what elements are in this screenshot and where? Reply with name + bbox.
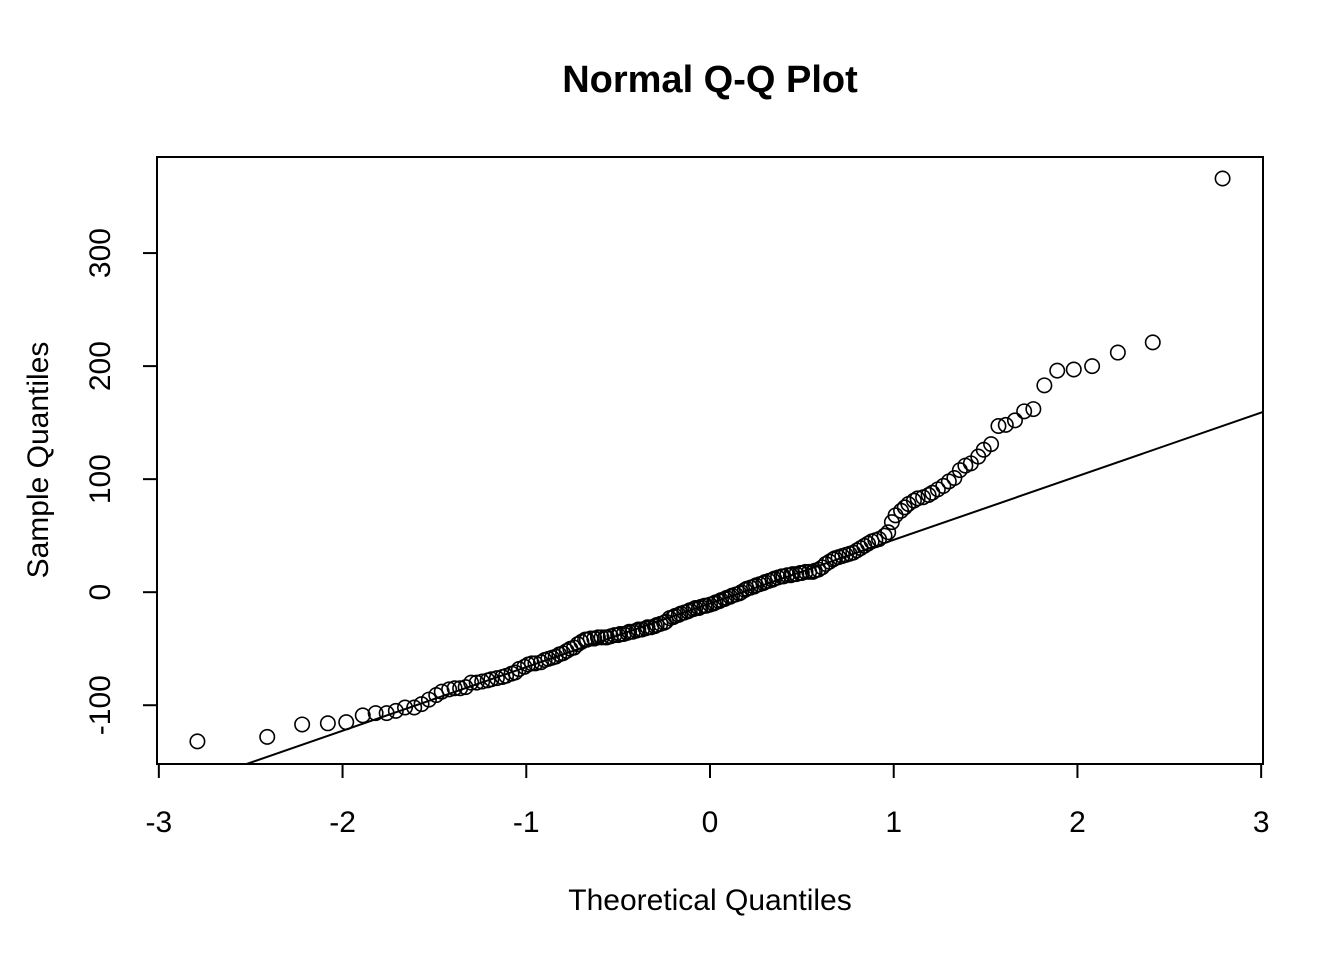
data-point bbox=[687, 600, 704, 617]
qq-reference-line bbox=[246, 410, 1264, 765]
data-point bbox=[1016, 403, 1033, 420]
data-point bbox=[637, 620, 654, 637]
data-point bbox=[946, 470, 963, 487]
data-point bbox=[259, 728, 276, 745]
data-point bbox=[463, 674, 480, 691]
data-point bbox=[997, 416, 1014, 433]
y-tick-label: 0 bbox=[84, 584, 117, 601]
data-point bbox=[905, 492, 922, 509]
data-point bbox=[483, 671, 500, 688]
data-point bbox=[876, 527, 893, 544]
x-axis: -3 -2 -1 0 1 2 3 bbox=[145, 763, 1270, 839]
y-axis: -100 0 100 200 300 bbox=[84, 228, 158, 735]
y-tick-label: 300 bbox=[84, 228, 117, 278]
data-point bbox=[532, 654, 549, 671]
data-point bbox=[319, 715, 336, 732]
data-point bbox=[338, 714, 355, 731]
data-point bbox=[397, 699, 414, 716]
data-point bbox=[630, 621, 647, 638]
reference-line-group bbox=[246, 410, 1264, 765]
data-point bbox=[367, 705, 384, 722]
data-point bbox=[1025, 401, 1042, 418]
data-point bbox=[920, 486, 937, 503]
x-tick-label: -2 bbox=[329, 806, 356, 839]
x-tick-label: -1 bbox=[513, 806, 540, 839]
y-tick-label: -100 bbox=[84, 675, 117, 735]
data-point bbox=[1214, 170, 1231, 187]
data-point bbox=[441, 681, 458, 698]
x-tick-label: -3 bbox=[145, 806, 172, 839]
x-tick-label: 0 bbox=[702, 806, 719, 839]
data-point bbox=[797, 563, 814, 580]
data-point bbox=[983, 436, 1000, 453]
data-point bbox=[887, 507, 904, 524]
data-point bbox=[294, 716, 311, 733]
chart-title: Normal Q-Q Plot bbox=[562, 59, 858, 101]
y-tick-label: 200 bbox=[84, 341, 117, 391]
data-point bbox=[782, 567, 799, 584]
data-point bbox=[859, 535, 876, 552]
data-point bbox=[474, 673, 491, 690]
points-group bbox=[189, 170, 1231, 750]
data-point bbox=[457, 679, 474, 696]
data-point bbox=[488, 670, 505, 687]
y-axis-label: Sample Quantiles bbox=[22, 342, 55, 579]
data-point bbox=[1065, 361, 1082, 378]
data-point bbox=[189, 733, 206, 750]
data-point bbox=[593, 629, 610, 646]
data-point bbox=[611, 626, 628, 643]
x-tick-label: 1 bbox=[885, 806, 902, 839]
data-point bbox=[1049, 362, 1066, 379]
data-point bbox=[354, 707, 371, 724]
data-point bbox=[406, 699, 423, 716]
y-tick-label: 100 bbox=[84, 454, 117, 504]
data-point bbox=[880, 524, 897, 541]
data-point bbox=[1144, 334, 1161, 351]
data-point bbox=[516, 658, 533, 675]
x-axis-label: Theoretical Quantiles bbox=[568, 884, 851, 917]
data-point bbox=[1084, 358, 1101, 375]
data-point bbox=[1006, 412, 1023, 429]
data-point bbox=[628, 622, 645, 639]
data-point bbox=[990, 418, 1007, 435]
x-tick-label: 3 bbox=[1253, 806, 1270, 839]
data-point bbox=[1036, 377, 1053, 394]
data-point bbox=[446, 680, 463, 697]
data-point bbox=[468, 674, 485, 691]
data-point bbox=[606, 627, 623, 644]
data-point bbox=[507, 664, 524, 681]
data-point bbox=[378, 705, 395, 722]
data-point bbox=[621, 623, 638, 640]
x-tick-label: 2 bbox=[1069, 806, 1086, 839]
data-point bbox=[1109, 344, 1126, 361]
data-point bbox=[387, 702, 404, 719]
data-point bbox=[610, 627, 627, 644]
data-point bbox=[909, 490, 926, 507]
data-point bbox=[935, 477, 952, 494]
data-point bbox=[589, 629, 606, 646]
data-point bbox=[619, 624, 636, 641]
data-point bbox=[784, 566, 801, 583]
